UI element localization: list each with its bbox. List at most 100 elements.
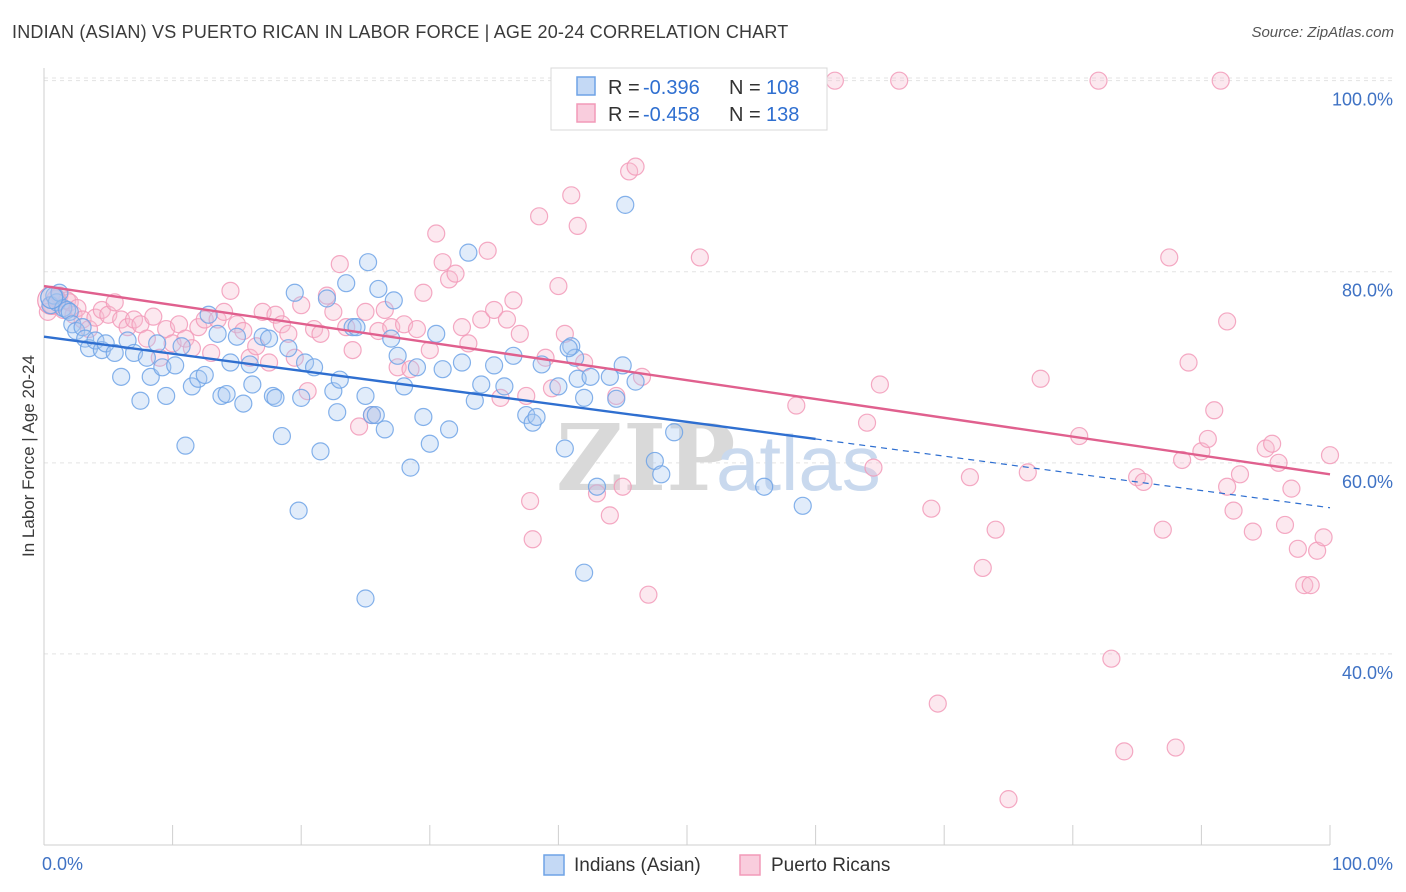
y-tick-label: 100.0% [1332,90,1393,110]
y-tick-label: 60.0% [1342,472,1393,492]
data-point [626,157,645,176]
data-point [407,358,427,377]
data-point [870,375,890,394]
data-point [243,375,262,394]
data-point [587,477,607,496]
data-point [266,388,285,407]
data-point [420,434,439,453]
data-point [182,377,201,396]
watermark: ZIP atlas [556,404,881,512]
data-point [472,310,491,329]
data-point [527,407,546,427]
legend-n-label: N = [729,77,761,99]
legend-r-label: R = [608,104,640,126]
trend-line-indians-asian-extrapolated [815,438,1331,509]
data-point [289,501,308,520]
data-point [1089,71,1108,90]
data-point [613,477,632,496]
data-point [263,386,283,406]
data-point [825,71,844,90]
data-point [485,356,504,375]
data-point [285,283,304,302]
data-point [414,283,433,302]
data-point [1211,71,1230,90]
data-point [401,360,420,379]
axes [43,68,1331,846]
data-point [755,477,774,496]
bottom-legend-swatch-pink [739,854,761,876]
data-point [272,426,292,446]
data-point [343,340,362,360]
data-point [195,365,214,385]
data-point [112,367,131,386]
data-point [240,348,259,367]
data-point [427,324,446,343]
data-point [148,334,167,353]
data-point [1153,520,1172,539]
data-point [234,394,253,413]
data-point [1295,576,1314,595]
data-point [227,315,246,334]
data-point [358,253,378,272]
data-point [973,558,992,578]
data-point [607,389,626,408]
data-point [172,337,191,356]
data-point [217,384,236,404]
bottom-legend-label-puerto-ricans: Puerto Ricans [771,855,890,876]
data-point [521,491,540,511]
data-point [176,436,195,455]
data-point [562,186,581,205]
data-point [433,253,452,272]
data-point [1166,738,1185,757]
data-point [166,356,185,375]
data-point [549,276,568,296]
data-point [485,300,504,320]
data-point [388,346,407,365]
data-point [1198,429,1217,449]
data-point [616,195,635,214]
data-point [279,324,298,343]
data-point [1160,248,1179,267]
x-tick-label-min: 0.0% [42,854,83,874]
bottom-legend-swatch-blue [543,854,565,876]
data-point [600,506,619,525]
trend-line-indians-asian [43,335,816,441]
data-point [366,405,385,425]
data-point [497,310,517,329]
data-point [356,589,375,608]
x-tick-label-max: 100.0% [1332,854,1393,874]
data-point [328,403,347,422]
data-point [279,339,298,358]
data-point [890,71,909,90]
data-point [510,324,529,343]
data-point [864,458,883,477]
data-point [1243,522,1262,541]
legend-n-label: N = [729,104,761,126]
data-point [575,388,594,407]
data-point [452,318,472,337]
data-point [105,343,124,363]
data-point [324,382,343,401]
y-tick-label: 80.0% [1342,281,1393,301]
legend-r-value: -0.458 [643,104,700,126]
data-point [986,520,1005,539]
legend-n-value: 108 [766,77,799,99]
legend-swatch-blue [576,76,596,96]
legend-box [550,67,828,131]
data-point [375,420,394,439]
data-point [478,241,497,260]
data-point-cluster [40,285,64,310]
data-point [112,310,131,329]
data-point [999,790,1018,809]
data-point [1263,434,1282,453]
chart-title: INDIAN (ASIAN) VS PUERTO RICAN IN LABOR … [12,22,789,42]
data-point [1301,576,1320,595]
data-point [495,377,514,396]
y-axis-label: In Labor Force | Age 20-24 [19,355,38,557]
data-point [465,391,484,410]
data-point [559,339,578,358]
data-point [259,329,279,348]
data-point [414,407,433,427]
data-point [446,264,465,283]
